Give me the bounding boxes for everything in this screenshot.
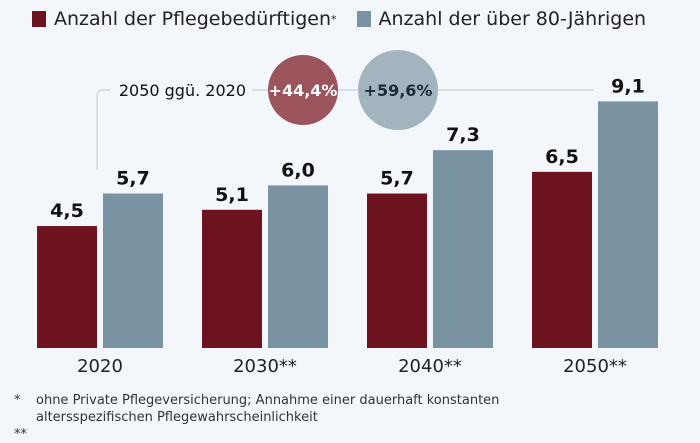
x-tick-label: 2020: [77, 356, 123, 377]
footnote-text: ohne Private Pflegeversicherung; Annahme…: [36, 393, 500, 425]
bar-ueber-80-2050: [598, 101, 658, 348]
data-label: 5,1: [215, 184, 249, 206]
chart-legend: Anzahl der Pflegebedürftigen * Anzahl der…: [32, 8, 666, 30]
footnote-2: **: [14, 426, 556, 443]
bar-pflegebeduerftige-2050: [532, 171, 592, 348]
change-bubble: [358, 50, 438, 130]
footnotes: * ohne Private Pflegeversicherung; Annah…: [14, 392, 556, 443]
bar-pflegebeduerftige-2030: [202, 209, 262, 348]
data-label: 5,7: [380, 168, 414, 190]
data-label: 9,1: [611, 75, 645, 97]
annotation-label-bg: [110, 78, 252, 102]
legend-sup: *: [331, 12, 337, 26]
bar-pflegebeduerftige-2020: [37, 226, 97, 348]
data-label: 6,5: [545, 146, 579, 168]
legend-label: Anzahl der über 80-Jährigen: [378, 8, 647, 30]
x-tick-label: 2040**: [398, 356, 462, 377]
annotation-connector: [96, 89, 594, 170]
change-bubble: [268, 55, 338, 125]
change-label: +44,4%: [269, 81, 338, 100]
data-label: 7,3: [446, 124, 480, 146]
x-tick-label: 2030**: [233, 356, 297, 377]
footnote-marker: **: [14, 427, 27, 442]
legend-label: Anzahl der Pflegebedürftigen: [54, 8, 332, 30]
legend-swatch-grey: [356, 11, 371, 27]
bar-ueber-80-2030: [268, 185, 328, 348]
x-tick-label: 2050**: [563, 356, 627, 377]
data-label: 4,5: [50, 200, 84, 222]
bar-ueber-80-2020: [103, 193, 163, 348]
legend-item-pflegebeduerftige: Anzahl der Pflegebedürftigen *: [32, 8, 337, 30]
footnote-marker: *: [14, 393, 21, 408]
legend-item-ueber-80: Anzahl der über 80-Jährigen: [356, 8, 647, 30]
change-label: +59,6%: [364, 81, 433, 100]
footnote-1: * ohne Private Pflegeversicherung; Annah…: [14, 392, 556, 426]
bar-pflegebeduerftige-2040: [367, 193, 427, 348]
bar-chart: 2050 ggü. 2020 +44,4% +59,6% 4,5 5,7 2020 5,1 6…: [37, 50, 658, 377]
bar-ueber-80-2040: [433, 150, 493, 348]
data-label: 5,7: [116, 168, 150, 190]
data-label: 6,0: [281, 159, 315, 181]
annotation-label: 2050 ggü. 2020: [119, 81, 246, 100]
legend-swatch-red: [32, 11, 46, 27]
